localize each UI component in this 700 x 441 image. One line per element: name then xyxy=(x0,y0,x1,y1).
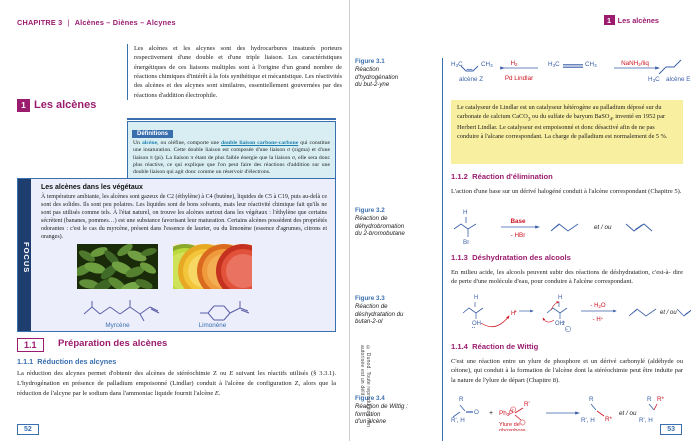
svg-text:OH: OH xyxy=(472,321,481,327)
svg-text:et / ou: et / ou xyxy=(594,224,612,231)
svg-text:+: + xyxy=(489,410,493,417)
svg-text:phosphore: phosphore xyxy=(499,428,525,431)
svg-text:O: O xyxy=(474,409,479,416)
svg-text:R', H: R', H xyxy=(451,417,465,424)
svg-text:- HBr: - HBr xyxy=(511,232,526,239)
svg-text:NaNH2/liq: NaNH2/liq xyxy=(621,60,649,67)
svg-text:+: + xyxy=(514,309,517,315)
svg-text:R: R xyxy=(647,396,652,403)
svg-text:CH3: CH3 xyxy=(481,61,493,68)
svg-text:R*: R* xyxy=(605,416,613,423)
svg-text:R: R xyxy=(459,396,464,403)
svg-text:H3C: H3C xyxy=(648,76,660,83)
svg-text:+: + xyxy=(566,326,569,331)
svg-text:H3C: H3C xyxy=(451,61,463,68)
svg-text:R': R' xyxy=(524,401,530,408)
svg-text:H: H xyxy=(558,295,562,301)
svg-text:Pd Lindlar: Pd Lindlar xyxy=(505,75,533,82)
svg-text:et / ou: et / ou xyxy=(619,410,637,417)
svg-text:R', H: R', H xyxy=(639,417,653,424)
svg-text:- H+: - H+ xyxy=(593,316,604,323)
svg-text:alcène Z: alcène Z xyxy=(459,76,483,83)
svg-text:H2: H2 xyxy=(510,60,518,67)
svg-text:Base: Base xyxy=(510,218,526,225)
svg-text:alcène E: alcène E xyxy=(666,76,691,83)
svg-text:R*: R* xyxy=(657,396,665,403)
svg-text:- H2O: - H2O xyxy=(590,303,606,309)
svg-text:CH3: CH3 xyxy=(585,61,597,68)
svg-text:H3C: H3C xyxy=(548,61,560,68)
svg-text:H: H xyxy=(463,209,468,216)
svg-text:R: R xyxy=(589,396,594,403)
svg-text:Br: Br xyxy=(463,239,469,246)
svg-text:2: 2 xyxy=(562,321,565,327)
svg-text:et / ou: et / ou xyxy=(660,310,677,316)
svg-text:-: - xyxy=(521,420,523,425)
svg-text:+: + xyxy=(512,407,515,412)
svg-text:R', H: R', H xyxy=(581,417,595,424)
svg-text:H: H xyxy=(474,295,478,301)
